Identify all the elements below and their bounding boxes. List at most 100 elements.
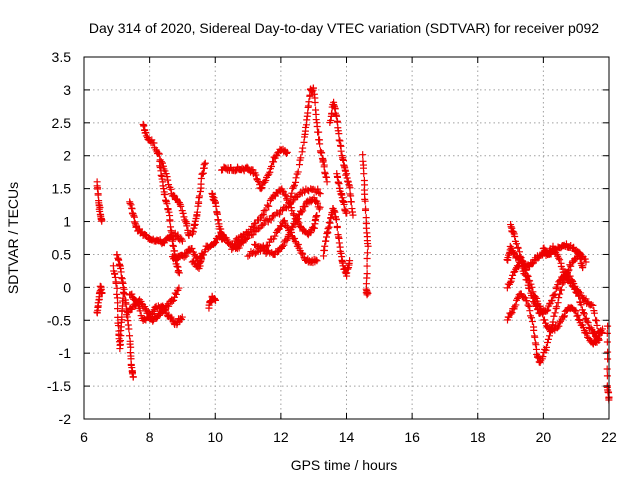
data-point-marker (157, 171, 165, 179)
data-point-marker (200, 161, 208, 169)
data-point-marker (324, 225, 332, 233)
data-point-marker (260, 220, 268, 228)
data-point-marker (603, 338, 611, 346)
data-point-marker (258, 212, 266, 220)
data-point-marker (126, 332, 134, 340)
data-point-marker (117, 274, 125, 282)
data-point-marker (333, 224, 341, 232)
data-point-marker (312, 213, 320, 221)
data-point-marker (524, 272, 532, 280)
data-point-marker (364, 289, 372, 297)
data-point-marker (583, 317, 591, 325)
data-point-marker (582, 295, 590, 303)
data-point-marker (179, 209, 187, 217)
data-point-marker (531, 333, 539, 341)
data-point-marker (262, 176, 270, 184)
data-point-marker (266, 168, 274, 176)
data-point-marker (170, 296, 178, 304)
data-point-marker (579, 309, 587, 317)
data-point-marker (544, 339, 552, 347)
data-point-marker (128, 305, 136, 313)
data-point-marker (335, 136, 343, 144)
y-tick-labels: 3.5 3 2.5 2 1.5 1 0.5 0 -0.5 -1 -1.5 -2 (47, 49, 71, 427)
data-point-marker (193, 208, 201, 216)
data-point-marker (290, 181, 298, 189)
data-point-marker (544, 250, 552, 258)
data-point-marker (522, 266, 530, 274)
chart-title: Day 314 of 2020, Sidereal Day-to-day VTE… (89, 20, 599, 36)
data-point-marker (577, 301, 585, 309)
data-point-marker (130, 212, 138, 220)
data-point-marker (521, 265, 529, 273)
x-tick-label: 20 (536, 429, 552, 445)
data-point-marker (316, 190, 324, 198)
data-point-marker (315, 189, 323, 197)
data-point-marker (508, 309, 516, 317)
x-tick-label: 6 (80, 429, 88, 445)
data-point-marker (590, 309, 598, 317)
grid-lines (84, 57, 609, 419)
y-tick-label: 2.5 (52, 115, 72, 131)
data-point-marker (321, 170, 329, 178)
data-point-marker (314, 199, 322, 207)
data-point-marker (262, 243, 270, 251)
data-point-marker (119, 284, 127, 292)
data-point-marker (562, 240, 570, 248)
data-point-marker (267, 216, 275, 224)
data-point-marker (555, 294, 563, 302)
data-point-marker (312, 256, 320, 264)
data-point-marker (573, 312, 581, 320)
data-point-marker (603, 365, 611, 373)
data-point-marker (570, 243, 578, 251)
data-point-marker (514, 294, 522, 302)
data-point-marker (339, 197, 347, 205)
data-point-marker (604, 355, 612, 363)
data-point-marker (506, 278, 514, 286)
data-point-marker (178, 237, 186, 245)
data-point-marker (263, 201, 271, 209)
data-point-marker (288, 189, 296, 197)
data-point-marker (346, 184, 354, 192)
data-point-marker (198, 170, 206, 178)
data-point-marker (291, 221, 299, 229)
data-point-marker (198, 255, 206, 263)
data-point-marker (239, 237, 247, 245)
data-point-marker (558, 280, 566, 288)
data-point-marker (276, 210, 284, 218)
data-point-marker (525, 302, 533, 310)
y-tick-marks (84, 56, 609, 420)
data-point-marker (252, 171, 260, 179)
data-point-marker (114, 305, 122, 313)
data-point-marker (258, 221, 266, 229)
data-point-marker (330, 101, 338, 109)
data-point-marker (265, 202, 273, 210)
data-point-marker (282, 149, 290, 157)
data-point-marker (325, 218, 333, 226)
data-point-marker (293, 216, 301, 224)
data-point-marker (175, 269, 183, 277)
data-point-marker (299, 144, 307, 152)
data-point-marker (297, 154, 305, 162)
data-point-marker (196, 192, 204, 200)
data-point-marker (531, 293, 539, 301)
data-point-marker (121, 290, 129, 298)
data-point-marker (253, 176, 261, 184)
data-point-marker (285, 199, 293, 207)
data-point-marker (340, 200, 348, 208)
data-point-marker (128, 290, 136, 298)
x-axis-label: GPS time / hours (291, 457, 398, 473)
data-point-marker (363, 254, 371, 262)
data-point-marker (267, 195, 275, 203)
data-point-marker (513, 240, 521, 248)
data-point-marker (133, 298, 141, 306)
data-point-marker (323, 178, 331, 186)
y-tick-label: 2 (63, 148, 71, 164)
data-point-marker (548, 296, 556, 304)
data-point-marker (286, 200, 294, 208)
data-point-marker (347, 198, 355, 206)
data-point-marker (283, 236, 291, 244)
data-point-marker (574, 311, 582, 319)
data-point-marker (556, 290, 564, 298)
data-point-marker (584, 319, 592, 327)
x-tick-marks (83, 57, 610, 419)
